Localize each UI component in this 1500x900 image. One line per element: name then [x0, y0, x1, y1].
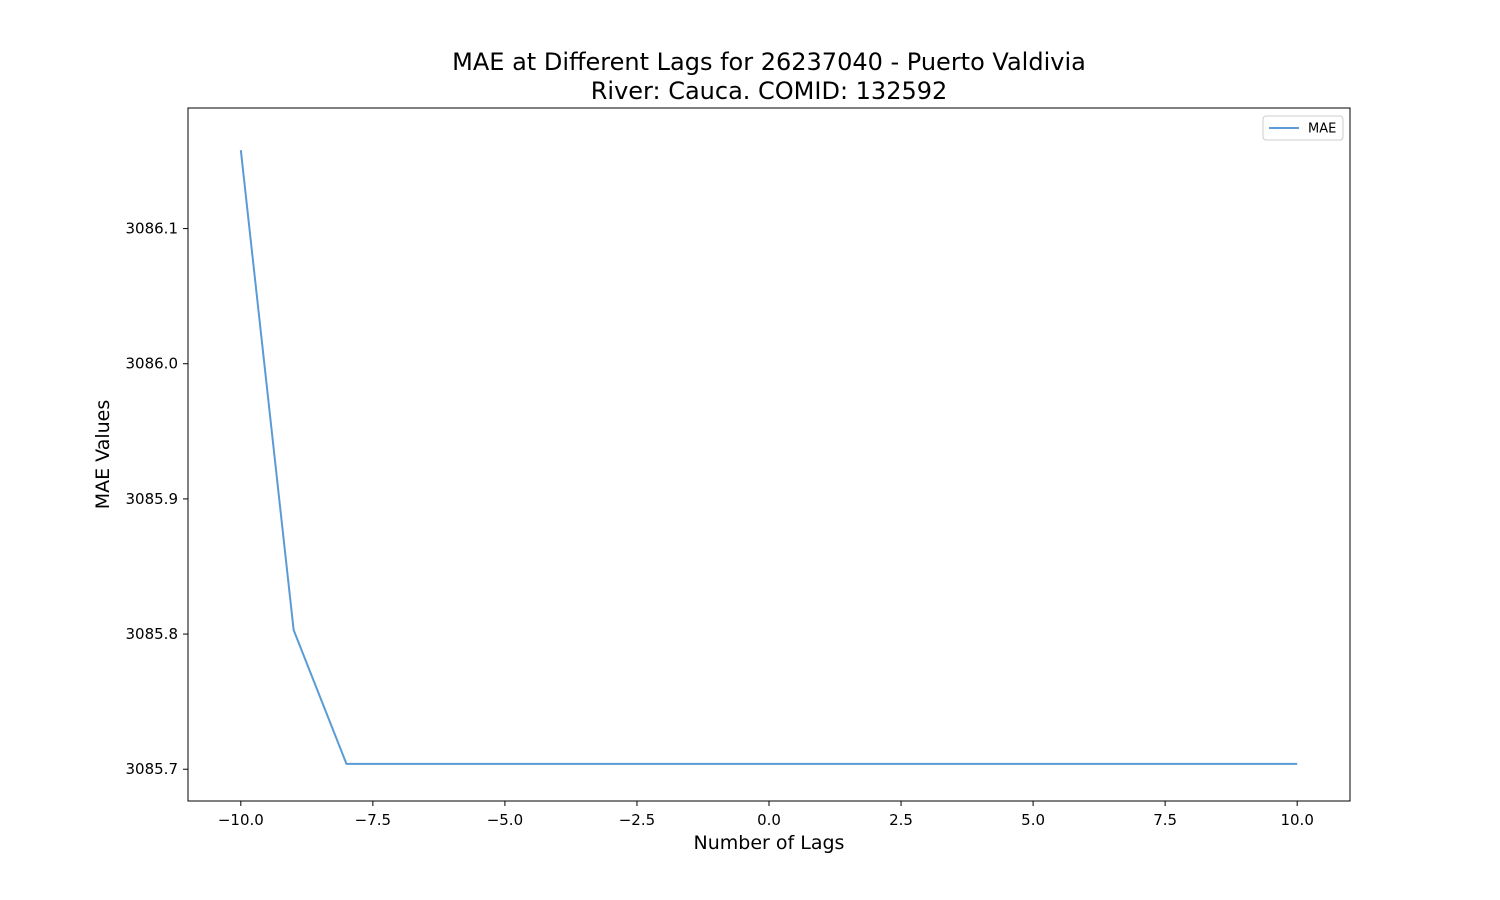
x-tick-label: −5.0	[487, 811, 523, 829]
y-axis-label: MAE Values	[92, 400, 114, 510]
x-axis-label: Number of Lags	[694, 832, 845, 854]
y-tick-label: 3086.0	[126, 355, 179, 373]
series-layer	[239, 150, 1298, 765]
y-axis: 3085.7 3085.8 3085.9 3086.0 3086.1	[126, 220, 188, 778]
legend-box	[1262, 115, 1344, 141]
x-tick-label: −10.0	[218, 811, 264, 829]
x-tick-label: −7.5	[355, 811, 391, 829]
legend: MAE	[1262, 115, 1344, 141]
series-line-mae	[239, 150, 1298, 765]
chart-subtitle: River: Cauca. COMID: 132592	[590, 77, 948, 105]
y-tick-label: 3085.7	[126, 760, 179, 778]
x-tick-label: 2.5	[889, 811, 913, 829]
plot-frame	[187, 107, 1351, 802]
y-tick-label: 3086.1	[126, 220, 179, 238]
legend-label: MAE	[1308, 122, 1336, 137]
y-tick-label: 3085.9	[126, 490, 179, 508]
x-tick-label: 0.0	[757, 811, 781, 829]
chart-title: MAE at Different Lags for 26237040 - Pue…	[452, 48, 1086, 76]
x-tick-label: 5.0	[1021, 811, 1045, 829]
y-tick-label: 3085.8	[126, 625, 179, 643]
x-tick-label: 7.5	[1153, 811, 1177, 829]
x-tick-label: −2.5	[619, 811, 655, 829]
x-tick-label: 10.0	[1280, 811, 1313, 829]
x-axis: −10.0 −7.5 −5.0 −2.5 0.0 2.5 5.0 7.5 10.0	[218, 801, 1314, 829]
